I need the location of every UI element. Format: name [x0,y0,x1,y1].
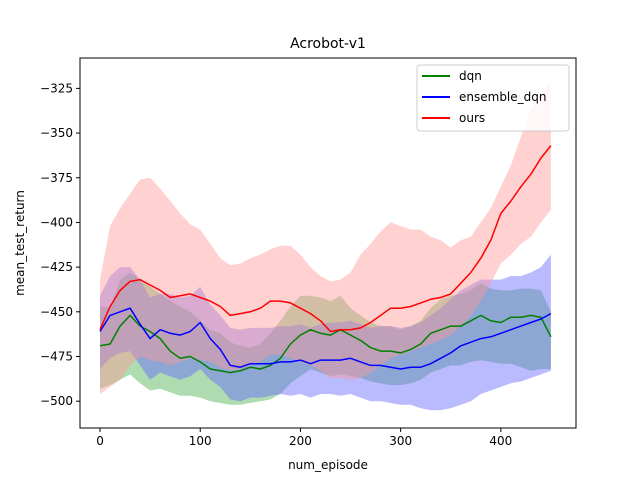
band-ours [100,79,551,395]
band-dqn [100,272,551,405]
chart-title: Acrobot-v1 [290,36,366,52]
x-tick-label: 0 [96,434,104,448]
y-tick-label: −500 [40,394,73,408]
legend-label-dqn: dqn [459,69,482,83]
legend-label-ours: ours [459,111,485,125]
plot-frame [79,57,577,429]
y-tick-label: −425 [40,260,73,274]
line-ensemble_dqn [99,307,552,370]
y-tick-label: −325 [40,81,73,95]
y-tick-label: −450 [40,305,73,319]
line-dqn [99,314,552,374]
y-tick-label: −400 [40,215,73,229]
series-lines [99,145,552,374]
y-tick-label: −350 [40,126,73,140]
y-tick-label: −375 [40,171,73,185]
y-axis-ticks: −500 −475 −450 −425 −400 −375 −350 −325 [40,81,80,408]
line-ours [99,145,552,333]
legend-frame [416,64,570,132]
x-tick-label: 200 [289,434,312,448]
y-tick-label: −475 [40,350,73,364]
x-tick-label: 300 [389,434,412,448]
band-ensemble_dqn [100,254,551,411]
x-axis-label: num_episode [288,458,368,472]
x-axis-ticks: 0 100 200 300 400 [96,428,512,448]
confidence-bands [100,79,551,411]
x-tick-label: 400 [489,434,512,448]
legend-label-ensemble_dqn: ensemble_dqn [459,90,547,104]
y-axis-label: mean_test_return [13,190,27,296]
x-tick-label: 100 [189,434,212,448]
